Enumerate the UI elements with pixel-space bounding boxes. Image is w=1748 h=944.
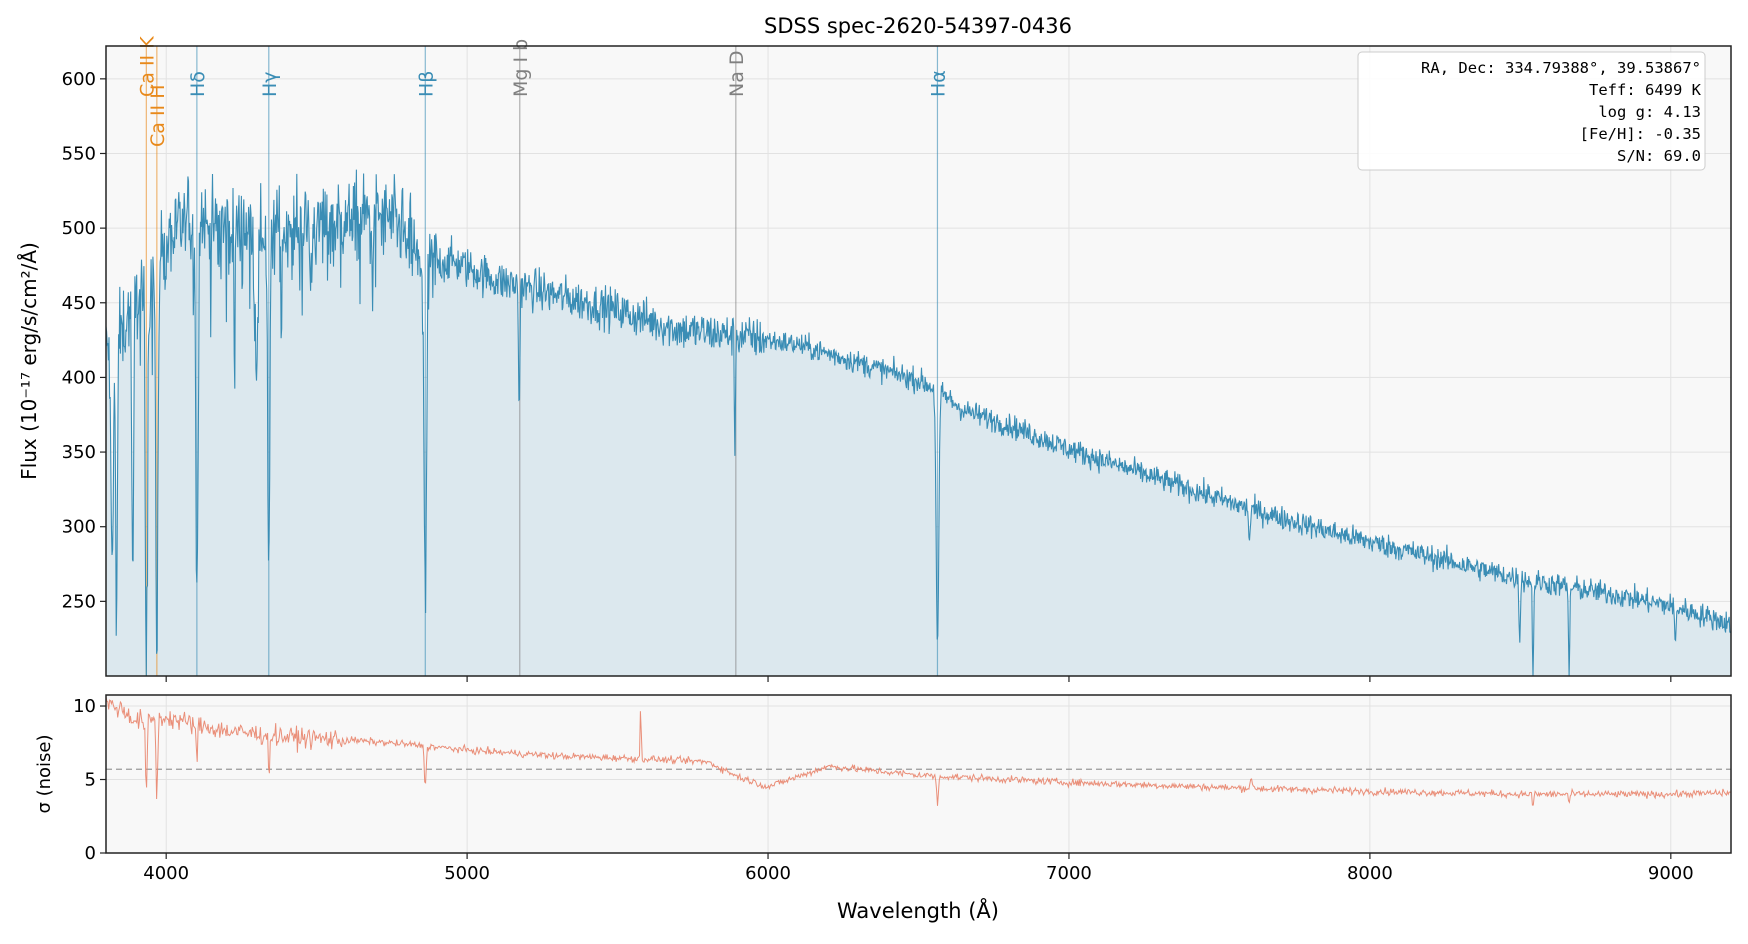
chart-title: SDSS spec-2620-54397-0436 [764, 14, 1072, 38]
x-tick-label: 6000 [745, 863, 791, 884]
noise-y-axis-label: σ (noise) [34, 734, 55, 813]
flux-y-tick-label: 500 [62, 218, 96, 239]
flux-spectrum-line [105, 169, 1732, 677]
line-marker-label: Mg I b [510, 39, 532, 97]
noise-y-tick-label: 5 [85, 770, 96, 791]
info-radec: RA, Dec: 334.79388°, 39.53867° [1421, 59, 1701, 77]
line-marker-label: Ca II H [147, 85, 169, 147]
flux-y-tick-label: 600 [62, 69, 96, 90]
line-marker-label: Hα [927, 70, 949, 97]
flux-axes-frame [105, 45, 1732, 677]
info-snr: S/N: 69.0 [1617, 147, 1701, 165]
flux-y-tick-label: 450 [62, 293, 96, 314]
line-marker-label: Hγ [259, 71, 281, 97]
x-tick-label: 7000 [1046, 863, 1092, 884]
noise-y-tick-label: 10 [73, 696, 96, 717]
x-tick-label: 9000 [1648, 863, 1694, 884]
noise-sigma-line [105, 696, 1732, 806]
flux-y-tick-label: 400 [62, 367, 96, 388]
x-tick-label: 4000 [143, 863, 189, 884]
noise-axes-frame [105, 694, 1732, 854]
line-marker-label: Ca II K [136, 36, 158, 97]
line-marker-label: Hδ [187, 71, 209, 97]
x-axis-label: Wavelength (Å) [837, 897, 999, 923]
flux-y-tick-label: 550 [62, 143, 96, 164]
flux-fill-area [106, 169, 1731, 676]
flux-y-tick-label: 350 [62, 442, 96, 463]
flux-y-axis-label: Flux (10⁻¹⁷ erg/s/cm²/Å) [17, 242, 41, 480]
line-marker-label: Hβ [415, 71, 437, 97]
info-logg: log g: 4.13 [1598, 103, 1701, 121]
flux-y-tick-label: 250 [62, 591, 96, 612]
info-teff: Teff: 6499 K [1589, 81, 1702, 99]
x-tick-label: 8000 [1347, 863, 1393, 884]
info-feh: [Fe/H]: -0.35 [1580, 125, 1701, 143]
noise-y-tick-label: 0 [85, 843, 96, 864]
flux-y-tick-label: 300 [62, 517, 96, 538]
info-box: RA, Dec: 334.79388°, 39.53867° Teff: 649… [1357, 51, 1706, 171]
line-marker-label: Na D [726, 50, 748, 97]
x-tick-label: 5000 [444, 863, 490, 884]
